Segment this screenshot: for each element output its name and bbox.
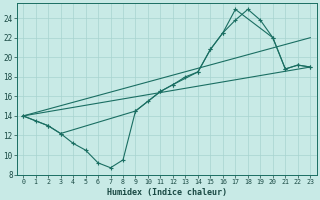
X-axis label: Humidex (Indice chaleur): Humidex (Indice chaleur) — [107, 188, 227, 197]
